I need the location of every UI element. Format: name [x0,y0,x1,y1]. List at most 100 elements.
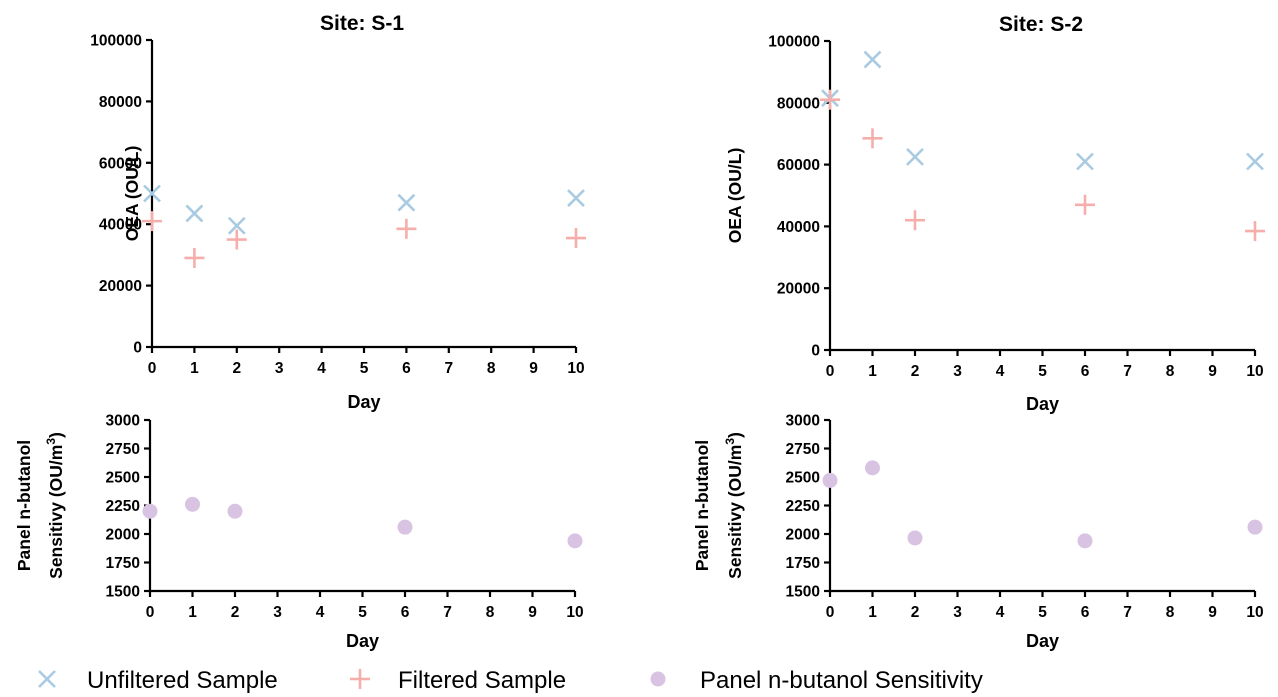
x-tick-label: 4 [996,604,1005,621]
y-axis-label-close: ) [46,432,66,438]
y-tick-label: 100000 [90,33,142,50]
y-tick-label: 2250 [786,498,820,515]
y-tick-label: 2750 [106,441,140,458]
y-tick-label: 40000 [99,217,142,234]
x-tick-label: 6 [401,604,410,621]
unfiltered-point [1076,152,1094,171]
y-axis-label-close: ) [725,432,745,438]
x-tick-label: 0 [826,363,835,380]
legend-label: Unfiltered Sample [87,667,278,694]
filtered-point [1075,194,1095,215]
x-tick-label: 7 [1123,363,1132,380]
sensitivity-point [1247,519,1263,535]
y-tick-label: 3000 [106,413,140,430]
y-tick-label: 60000 [99,155,142,172]
sensitivity-point [397,519,413,535]
y-tick-label: 2500 [106,470,140,487]
x-tick-label: 6 [1081,604,1090,621]
x-tick-label: 7 [443,604,452,621]
y-tick-label: 0 [133,340,142,357]
chart-title: Site: S-1 [320,12,404,35]
unfiltered-point [863,50,882,69]
filtered-point [142,211,162,232]
chart-title: Site: S-2 [999,13,1083,36]
y-tick-label: 1750 [786,555,820,572]
x-tick-label: 6 [402,360,411,377]
unfiltered-point-stroke-b [397,193,416,212]
x-tick-label: 0 [146,604,155,621]
x-tick-label: 8 [486,604,495,621]
legend: Unfiltered Sample Filtered Sample Panel n-… [38,667,983,694]
x-tick-label: 2 [911,604,920,621]
unfiltered-point-stroke-b [906,147,924,166]
y-tick-label: 80000 [99,94,142,111]
unfiltered-point [567,189,585,208]
unfiltered-point-stroke-b [863,50,882,69]
y-tick-label: 2750 [786,441,820,458]
filtered-point [820,89,840,110]
x-tick-label: 4 [996,363,1005,380]
filtered-point [862,128,883,149]
x-tick-label: 3 [273,604,282,621]
x-tick-label: 8 [1166,604,1175,621]
y-tick-label: 80000 [777,95,820,112]
unfiltered-point-stroke-b [1076,152,1094,171]
unfiltered-point [143,184,161,203]
y-tick-label: 40000 [777,219,820,236]
unfiltered-point-stroke-b [1246,152,1264,171]
y-tick-label: 0 [811,343,820,360]
legend-marker-plus [350,669,370,689]
x-tick-label: 8 [487,360,496,377]
legend-marker-x [38,670,56,688]
x-tick-label: 3 [275,360,284,377]
y-axis-label: OEA (OU/L) [122,146,142,242]
x-tick-label: 2 [911,363,920,380]
x-tick-label: 1 [188,604,197,621]
panel-s2-oea: 0 20000 40000 60000 80000 100000 0 1 2 3 4 5 6 7 8 9 10 S… [725,13,1265,414]
y-tick-label: 20000 [777,281,820,298]
x-tick-label: 1 [190,360,199,377]
y-axis-label: OEA (OU/L) [725,148,745,244]
x-tick-label: 9 [529,360,538,377]
x-tick-label: 1 [868,363,877,380]
legend-marker-circle [650,671,666,687]
legend-marker-x-stroke-b [38,670,56,688]
x-tick-label: 4 [317,360,326,377]
x-tick-label: 0 [826,604,835,621]
x-axis-label: Day [1026,394,1059,414]
sensitivity-point [1077,533,1093,549]
y-tick-label: 2000 [786,527,820,544]
x-tick-label: 10 [1246,604,1263,621]
x-axis-label: Day [346,631,379,651]
sensitivity-point [142,503,158,519]
unfiltered-point-stroke-b [143,184,161,203]
x-tick-label: 2 [232,360,241,377]
y-axis-label-superscript: 3 [723,438,737,445]
x-tick-label: 8 [1166,363,1175,380]
panel-s2-sensitivity: 1500 1750 2000 2250 2500 2750 3000 0 1 2 3 4 5 6 7 8 9 10… [692,413,1264,652]
sensitivity-point [185,496,200,512]
filtered-point [184,247,205,268]
x-tick-label: 10 [567,360,584,377]
y-tick-label: 100000 [768,34,820,51]
unfiltered-point [1246,152,1264,171]
sensitivity-point [907,530,923,546]
legend-label: Filtered Sample [398,667,566,694]
x-tick-label: 3 [953,363,962,380]
x-tick-label: 5 [1038,604,1047,621]
filtered-point [1245,221,1265,242]
y-tick-label: 2250 [106,498,140,515]
x-tick-label: 5 [360,360,369,377]
filtered-point [396,218,417,239]
sensitivity-point [567,533,583,549]
y-tick-label: 60000 [777,157,820,174]
panel-s1-sensitivity: 1500 1750 2000 2250 2500 2750 3000 0 1 2 3 4 5 6 7 8 9 10… [14,413,584,652]
x-tick-label: 0 [148,360,157,377]
sensitivity-point [227,503,243,519]
x-tick-label: 3 [953,604,962,621]
x-tick-label: 9 [528,604,537,621]
y-axis-label-main: Sensitivy (OU/m [725,445,745,579]
unfiltered-point-stroke-b [567,189,585,208]
filtered-point [905,210,925,231]
